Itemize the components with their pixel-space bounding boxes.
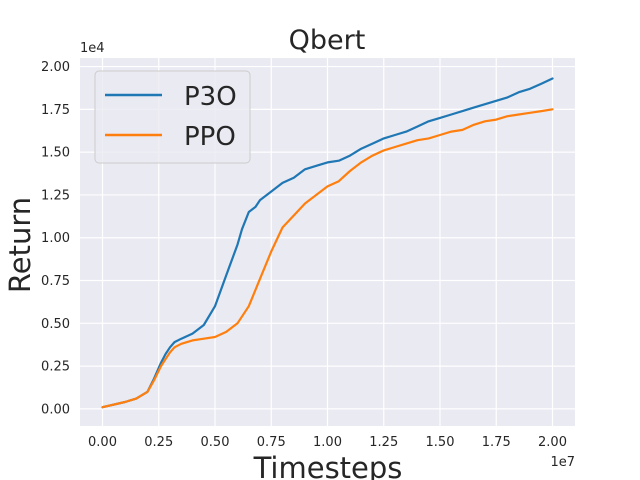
- y-multiplier-label: 1e4: [80, 41, 105, 56]
- x-tick-label: 0.50: [201, 435, 230, 450]
- y-tick-label: 1.75: [41, 103, 70, 118]
- x-tick-label: 1.25: [369, 435, 398, 450]
- legend: P3O PPO: [94, 70, 251, 164]
- y-axis-label: Return: [3, 197, 37, 293]
- legend-label-ppo: PPO: [184, 122, 236, 152]
- y-tick-label: 0.00: [41, 402, 70, 417]
- x-tick-label: 1.00: [313, 435, 342, 450]
- legend-label-p3o: P3O: [184, 82, 237, 112]
- y-tick-label: 1.00: [41, 231, 70, 246]
- chart-title: Qbert: [289, 25, 366, 56]
- series-line-p3o: [101, 77, 554, 409]
- y-tick-label: 0.25: [41, 360, 70, 375]
- y-tick-label: 2.00: [41, 60, 70, 75]
- x-tick-label: 0.75: [257, 435, 286, 450]
- tick-layer: 0.00 0.25 0.50 0.75 1.00 1.25 1.50 1.75 2.00 0.00…: [41, 60, 567, 450]
- x-tick-label: 0.25: [144, 435, 173, 450]
- series-layer: [101, 77, 554, 409]
- y-tick-label: 0.50: [41, 317, 70, 332]
- x-tick-label: 2.00: [538, 435, 567, 450]
- x-tick-label: 1.75: [482, 435, 511, 450]
- x-axis-label: Timesteps: [253, 451, 403, 480]
- y-tick-label: 1.50: [41, 146, 70, 161]
- y-tick-label: 1.25: [41, 188, 70, 203]
- x-tick-label: 1.50: [426, 435, 455, 450]
- y-tick-label: 0.75: [41, 274, 70, 289]
- series-line-ppo: [101, 108, 554, 409]
- x-multiplier-label: 1e7: [550, 455, 575, 470]
- x-tick-label: 0.00: [88, 435, 117, 450]
